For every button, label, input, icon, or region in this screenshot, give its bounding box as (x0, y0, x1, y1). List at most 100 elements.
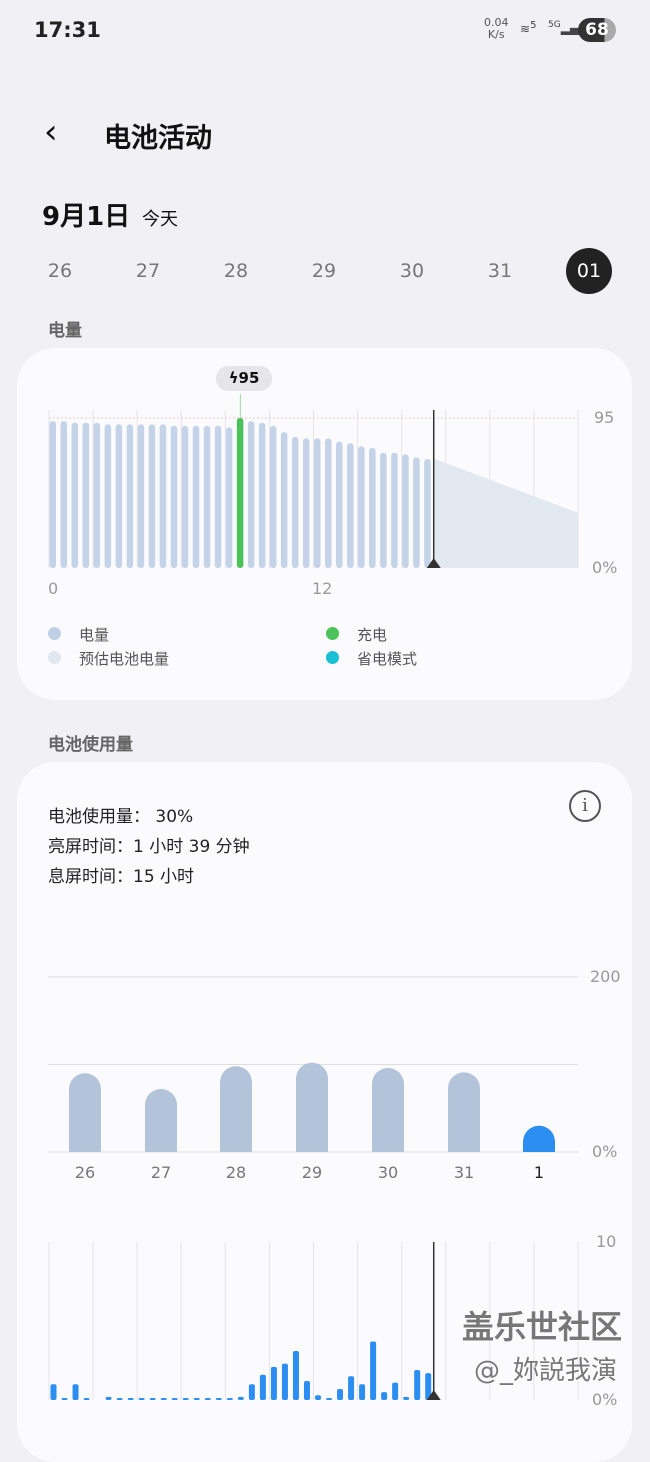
current-time-marker (426, 1390, 441, 1400)
day-label: 31 (454, 1163, 474, 1182)
legend-dot (326, 627, 339, 640)
legend-dot (326, 651, 339, 664)
usage-bar (348, 1376, 355, 1400)
day-bar (296, 1062, 328, 1152)
usage-bar (226, 1398, 233, 1400)
legend-dot (48, 651, 61, 664)
battery-bar (181, 425, 189, 568)
day-tab-30[interactable]: 30 (399, 260, 425, 282)
usage-bar (149, 1398, 156, 1400)
info-icon[interactable]: i (569, 790, 601, 822)
battery-bar (126, 424, 134, 568)
date-label: 9月1日 (42, 202, 131, 232)
screen-off-time: 息屏时间：15 小时 (48, 867, 195, 887)
usage-bar (127, 1398, 134, 1400)
usage-bar (326, 1398, 333, 1400)
day-tab-27[interactable]: 27 (135, 260, 161, 282)
battery-bar (159, 424, 167, 568)
usage-bar (270, 1366, 277, 1400)
status-time: 17:31 (34, 18, 101, 42)
watermark-user: @_妳説我演 (474, 1356, 618, 1386)
network-speed: 0.04 K/s (484, 16, 509, 41)
battery-bar (269, 425, 277, 568)
battery-bar (104, 424, 112, 568)
usage-bar (403, 1396, 410, 1400)
usage-bar (381, 1392, 388, 1400)
day-label: 27 (151, 1163, 171, 1182)
battery-section-title: 电量 (48, 321, 82, 341)
day-bar (372, 1068, 404, 1152)
weekly-usage-chart[interactable]: 26 27 28 29 30 31 1 (0, 960, 650, 1190)
usage-bar (337, 1388, 344, 1400)
weekly-y-bottom: 0% (592, 1142, 618, 1161)
battery-bar (225, 427, 233, 568)
usage-bar (425, 1373, 432, 1400)
battery-bar (170, 425, 178, 568)
watermark-logo: 盖乐世社区 (462, 1308, 623, 1346)
usage-bar (303, 1381, 310, 1400)
usage-bar (370, 1341, 377, 1400)
battery-bar (93, 422, 101, 568)
day-label: 28 (226, 1163, 246, 1182)
usage-bar (248, 1384, 255, 1400)
battery-bar (302, 438, 310, 568)
usage-bar (193, 1398, 200, 1400)
battery-bar (391, 452, 398, 568)
usage-bar (281, 1363, 288, 1400)
battery-bar (314, 438, 321, 568)
battery-bar (424, 459, 431, 568)
hourly-usage-chart[interactable] (0, 1230, 650, 1408)
current-time-marker (426, 558, 441, 568)
battery-bar (49, 421, 56, 568)
day-bar (523, 1125, 555, 1152)
back-button[interactable]: ‹ (44, 112, 58, 152)
day-label: 30 (378, 1163, 398, 1182)
battery-bar (325, 438, 332, 568)
battery-bar (115, 424, 123, 568)
battery-bar (82, 422, 90, 568)
predicted-area (434, 459, 578, 568)
battery-bar (214, 425, 222, 568)
usage-percent: 电池使用量： 30% (48, 807, 194, 827)
usage-bar (237, 1396, 244, 1400)
day-label: 29 (302, 1163, 322, 1182)
day-tab-31[interactable]: 31 (487, 260, 513, 282)
battery-bar (291, 436, 299, 568)
legend-label: 电量 (79, 626, 110, 644)
battery-bar (336, 441, 343, 568)
usage-bar (72, 1384, 79, 1400)
usage-bar (171, 1398, 178, 1400)
usage-bar (138, 1398, 145, 1400)
battery-bar (280, 432, 288, 568)
day-bar (220, 1066, 252, 1152)
battery-bar (137, 424, 145, 568)
usage-bar (160, 1398, 167, 1400)
usage-bar (182, 1398, 189, 1400)
day-tab-29[interactable]: 29 (311, 260, 337, 282)
today-label: 今天 (142, 209, 178, 230)
usage-bar (215, 1398, 222, 1400)
legend-label: 预估电池电量 (79, 650, 170, 668)
charging-bar (236, 418, 244, 568)
battery-bar (60, 421, 68, 568)
legend-label: 省电模式 (357, 650, 418, 668)
battery-bar (369, 448, 376, 568)
x-axis-label: 12 (312, 579, 333, 598)
hourly-y-bottom: 0% (592, 1390, 618, 1409)
battery-bar (203, 425, 211, 568)
day-tab-01[interactable]: 01 (566, 248, 612, 294)
usage-section-title: 电池使用量 (48, 735, 133, 755)
battery-indicator: 68 (578, 18, 616, 42)
day-bar (448, 1072, 480, 1152)
day-tab-28[interactable]: 28 (223, 260, 249, 282)
usage-bar (259, 1374, 266, 1400)
usage-bar (61, 1398, 68, 1400)
battery-bar (71, 422, 79, 568)
bolt-icon: ϟ (228, 369, 239, 387)
wifi-icon: ≋5 (520, 20, 537, 36)
y-axis-bottom: 0% (592, 558, 618, 577)
battery-bar (380, 452, 387, 568)
battery-bar (192, 425, 200, 568)
day-tab-26[interactable]: 26 (47, 260, 73, 282)
page-title: 电池活动 (104, 123, 212, 154)
